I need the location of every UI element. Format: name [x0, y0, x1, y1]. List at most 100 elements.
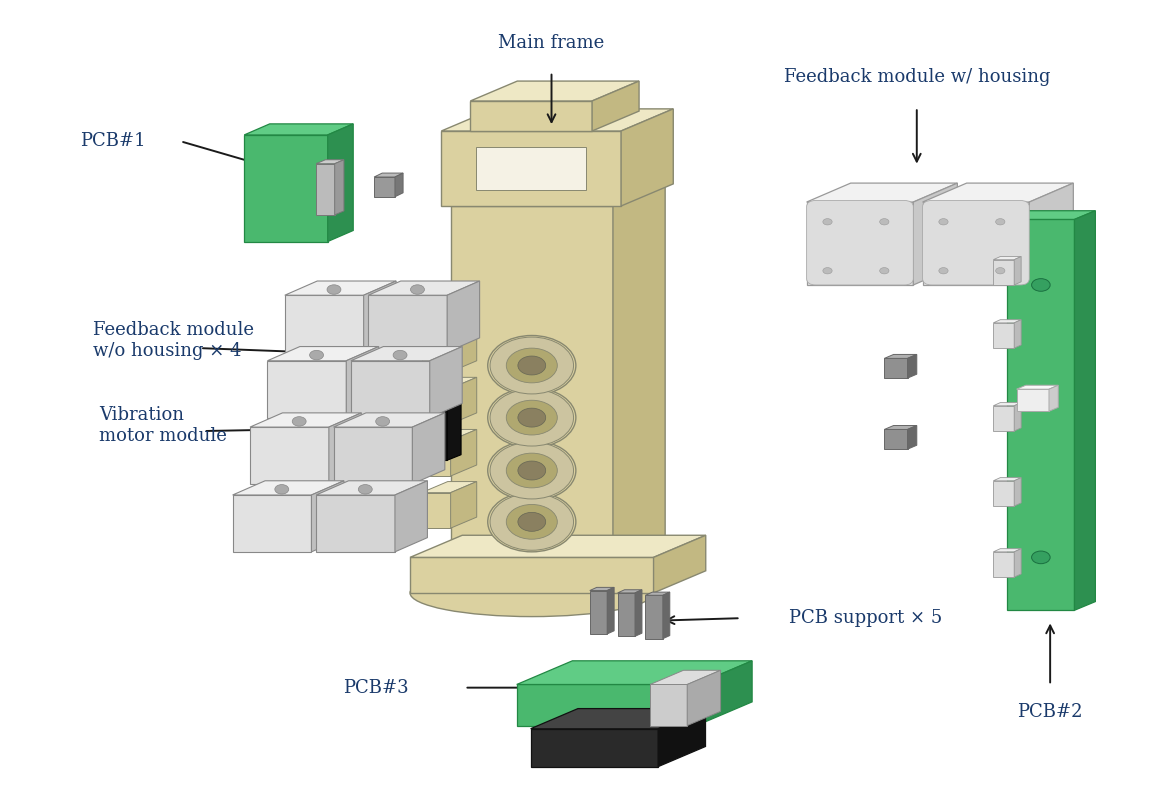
Text: Main frame: Main frame	[498, 34, 605, 52]
Polygon shape	[590, 591, 607, 634]
Circle shape	[310, 350, 324, 360]
Polygon shape	[232, 481, 344, 495]
Polygon shape	[658, 709, 706, 766]
Polygon shape	[374, 177, 395, 197]
Polygon shape	[421, 482, 477, 493]
Polygon shape	[450, 482, 477, 528]
Polygon shape	[450, 325, 477, 372]
Polygon shape	[807, 183, 958, 202]
Polygon shape	[316, 481, 427, 495]
FancyBboxPatch shape	[807, 200, 914, 285]
Polygon shape	[316, 160, 344, 164]
Ellipse shape	[410, 570, 654, 617]
Circle shape	[506, 453, 557, 488]
Text: PCB support × 5: PCB support × 5	[789, 609, 943, 627]
Polygon shape	[607, 588, 614, 634]
Circle shape	[880, 218, 889, 225]
Circle shape	[488, 492, 576, 552]
Polygon shape	[654, 536, 706, 593]
Circle shape	[506, 400, 557, 435]
Polygon shape	[1017, 385, 1059, 389]
Circle shape	[488, 335, 576, 396]
Polygon shape	[284, 295, 363, 352]
Polygon shape	[994, 403, 1022, 406]
Polygon shape	[1015, 549, 1022, 577]
Polygon shape	[351, 361, 430, 418]
Polygon shape	[476, 147, 586, 190]
Polygon shape	[447, 393, 461, 460]
Polygon shape	[994, 323, 1015, 348]
Text: PCB#3: PCB#3	[344, 679, 409, 697]
Polygon shape	[450, 377, 477, 424]
Polygon shape	[1017, 389, 1050, 411]
Polygon shape	[421, 430, 477, 441]
Polygon shape	[908, 354, 917, 378]
Polygon shape	[650, 684, 687, 725]
Polygon shape	[244, 135, 327, 241]
Polygon shape	[994, 549, 1022, 552]
Polygon shape	[267, 346, 378, 361]
Polygon shape	[421, 388, 450, 424]
Circle shape	[490, 389, 574, 446]
Polygon shape	[885, 354, 917, 358]
Polygon shape	[914, 183, 958, 285]
Polygon shape	[410, 536, 706, 558]
Polygon shape	[327, 124, 353, 241]
Circle shape	[411, 285, 425, 294]
Text: Feedback module
w/o housing × 4: Feedback module w/o housing × 4	[94, 321, 254, 360]
Polygon shape	[316, 164, 334, 215]
Polygon shape	[994, 406, 1015, 431]
Circle shape	[327, 285, 341, 294]
Polygon shape	[807, 202, 914, 285]
Polygon shape	[421, 493, 450, 528]
Polygon shape	[470, 81, 639, 101]
Polygon shape	[923, 183, 1073, 202]
Polygon shape	[470, 101, 592, 131]
Polygon shape	[412, 413, 445, 484]
Polygon shape	[697, 660, 752, 725]
Polygon shape	[994, 256, 1022, 259]
Polygon shape	[250, 427, 329, 484]
Circle shape	[490, 442, 574, 499]
Polygon shape	[232, 495, 311, 552]
Circle shape	[506, 348, 557, 383]
Polygon shape	[621, 109, 673, 206]
Polygon shape	[650, 670, 721, 684]
Polygon shape	[994, 481, 1015, 506]
Circle shape	[293, 417, 307, 426]
Text: PCB#1: PCB#1	[80, 132, 145, 150]
Circle shape	[1032, 551, 1051, 564]
Polygon shape	[368, 281, 479, 295]
Circle shape	[275, 485, 289, 494]
Circle shape	[1032, 278, 1051, 291]
Polygon shape	[244, 124, 353, 135]
Circle shape	[823, 267, 832, 274]
Polygon shape	[1008, 210, 1095, 219]
Polygon shape	[531, 729, 658, 766]
Circle shape	[880, 267, 889, 274]
Circle shape	[490, 494, 574, 551]
Polygon shape	[333, 427, 412, 484]
Polygon shape	[1030, 183, 1073, 285]
Polygon shape	[430, 346, 462, 418]
Polygon shape	[374, 173, 403, 177]
Polygon shape	[994, 478, 1022, 481]
Circle shape	[518, 408, 546, 427]
Polygon shape	[363, 281, 396, 352]
Polygon shape	[250, 413, 361, 427]
Circle shape	[518, 356, 546, 375]
Polygon shape	[368, 295, 447, 352]
Polygon shape	[450, 184, 665, 206]
Polygon shape	[1015, 320, 1022, 348]
Polygon shape	[531, 709, 706, 729]
Polygon shape	[395, 481, 427, 552]
Text: Feedback module w/ housing: Feedback module w/ housing	[784, 68, 1050, 86]
Polygon shape	[316, 495, 395, 552]
Polygon shape	[923, 202, 1030, 285]
Circle shape	[939, 218, 949, 225]
Polygon shape	[447, 281, 479, 352]
FancyBboxPatch shape	[923, 200, 1030, 285]
Polygon shape	[412, 399, 447, 460]
Polygon shape	[329, 413, 361, 484]
Polygon shape	[635, 590, 642, 636]
